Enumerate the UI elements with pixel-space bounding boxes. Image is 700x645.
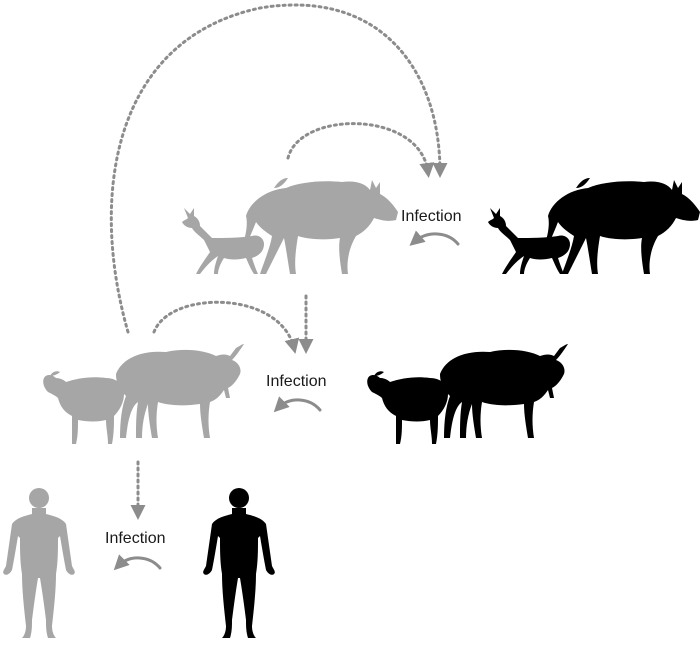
cattle-icon: [116, 344, 244, 438]
human-infection-label: Infection: [105, 530, 165, 547]
livestock-infected: [367, 344, 568, 444]
arc-livestock-to-wildlife-outer: [109, 3, 448, 334]
infection-arrow-human: [113, 554, 162, 571]
sheep-icon: [43, 371, 124, 444]
sheep-icon: [367, 371, 448, 444]
wildlife-uninfected: [182, 178, 398, 274]
wildebeest-icon: [242, 178, 398, 274]
arc-wildlife-self: [286, 122, 435, 178]
wildebeest-icon: [544, 178, 700, 274]
infection-arrow-livestock: [273, 396, 322, 413]
livestock-uninfected: [43, 344, 244, 444]
livestock-infection-label: Infection: [266, 373, 326, 390]
wildlife-infected: [488, 178, 700, 274]
human-icon: [3, 488, 75, 638]
arc-livestock-self: [152, 300, 300, 354]
infection-arrow-wildlife: [409, 230, 460, 246]
cattle-icon: [440, 344, 568, 438]
human-icon: [203, 488, 275, 638]
wildlife-infection-label: Infection: [401, 208, 461, 225]
transmission-arcs: [109, 3, 448, 520]
